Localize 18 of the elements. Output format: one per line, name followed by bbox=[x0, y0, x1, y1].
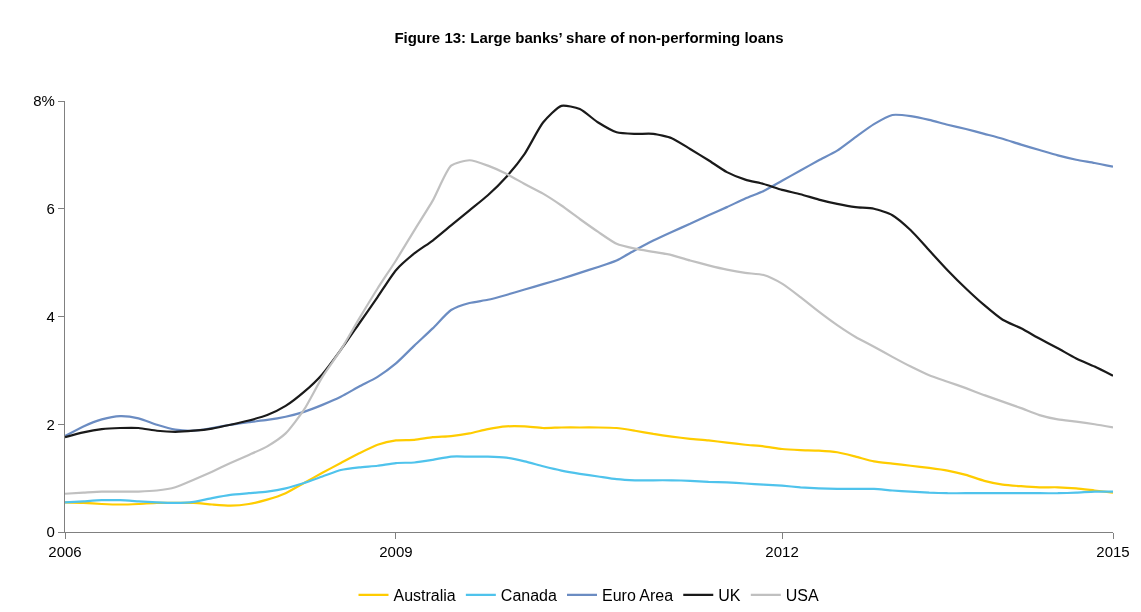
y-tick-label: 8% bbox=[33, 92, 55, 110]
legend-label: Australia bbox=[393, 587, 456, 605]
line-series bbox=[65, 455, 1113, 505]
y-tick-label: 0 bbox=[46, 523, 55, 541]
y-tick-label: 4 bbox=[46, 307, 55, 325]
legend-label: Canada bbox=[500, 587, 557, 605]
y-tick-label: 6 bbox=[46, 200, 55, 217]
line-series bbox=[65, 425, 1113, 507]
line-series bbox=[65, 159, 1113, 495]
y-tick-label: 2 bbox=[46, 415, 55, 433]
x-tick-label: 2012 bbox=[765, 543, 799, 561]
x-tick-label: 2006 bbox=[48, 543, 82, 561]
x-tick-label: 2009 bbox=[379, 543, 413, 561]
legend-label: UK bbox=[718, 587, 741, 605]
x-tick-label: 2015 bbox=[1096, 543, 1130, 561]
legend-label: Euro Area bbox=[602, 587, 674, 605]
chart-title: Figure 13: Large banks’ share of non-performing loans bbox=[394, 29, 784, 47]
legend-label: USA bbox=[785, 587, 820, 605]
